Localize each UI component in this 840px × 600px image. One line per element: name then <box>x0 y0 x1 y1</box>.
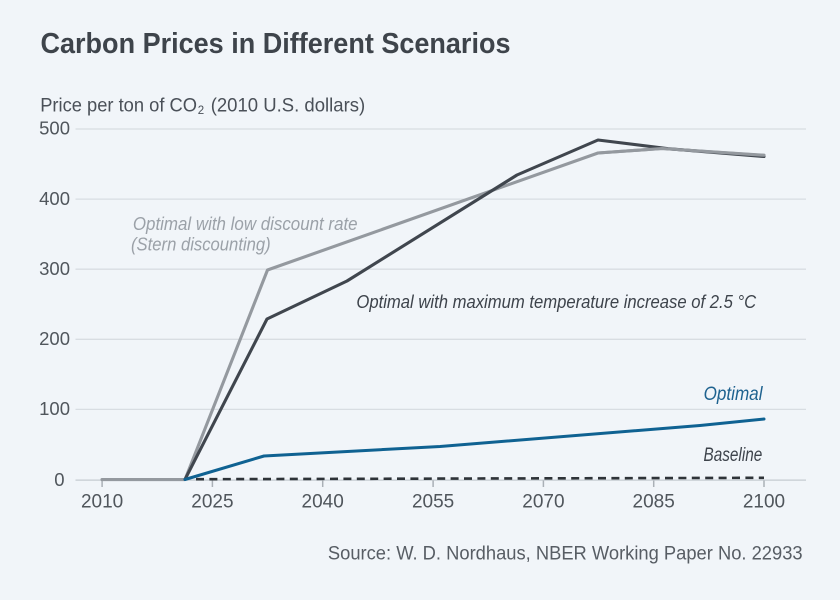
svg-text:Source: W. D. Nordhaus, NBER W: Source: W. D. Nordhaus, NBER Working Pap… <box>328 544 803 565</box>
svg-text:2100: 2100 <box>743 492 785 513</box>
svg-text:200: 200 <box>39 328 70 349</box>
svg-text:400: 400 <box>39 188 70 209</box>
svg-text:Optimal with maximum temperatu: Optimal with maximum temperature increas… <box>356 291 756 312</box>
svg-text:2085: 2085 <box>633 492 675 513</box>
svg-text:2: 2 <box>198 105 204 117</box>
svg-text:2025: 2025 <box>191 492 233 513</box>
svg-text:Optimal with low discount rate: Optimal with low discount rate <box>133 213 358 234</box>
svg-text:300: 300 <box>39 258 70 279</box>
svg-text:2040: 2040 <box>302 492 344 513</box>
svg-text:2010: 2010 <box>81 492 123 513</box>
svg-text:100: 100 <box>39 398 70 419</box>
svg-text:0: 0 <box>54 469 64 490</box>
svg-text:2055: 2055 <box>412 492 454 513</box>
svg-text:(Stern discounting): (Stern discounting) <box>131 234 271 255</box>
svg-text:Price per ton of CO: Price per ton of CO <box>40 94 197 116</box>
svg-text:Carbon Prices in Different Sce: Carbon Prices in Different Scenarios <box>41 28 511 60</box>
svg-text:(2010 U.S. dollars): (2010 U.S. dollars) <box>211 94 366 116</box>
svg-text:Optimal: Optimal <box>704 384 764 405</box>
svg-text:Baseline: Baseline <box>704 445 763 466</box>
svg-text:2070: 2070 <box>522 492 564 513</box>
svg-text:500: 500 <box>39 118 70 139</box>
